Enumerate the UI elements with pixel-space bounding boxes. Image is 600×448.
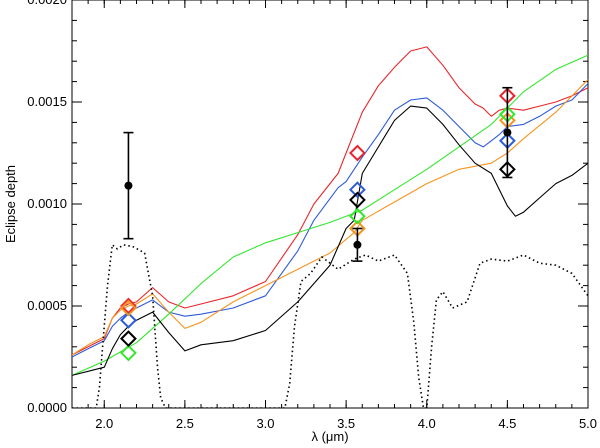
obs-point <box>353 240 362 249</box>
y-axis-ticks: 0.0000 0.0005 0.0010 0.0015 0.0020 <box>27 0 588 415</box>
band-marker-green-model <box>120 344 137 362</box>
y-tick-label: 0.0010 <box>27 196 67 211</box>
band-marker-black-model <box>348 191 366 209</box>
series-green-model <box>72 54 588 376</box>
obs-point <box>124 181 133 190</box>
y-axis-title: Eclipse depth <box>3 165 18 243</box>
band-marker-black-model <box>120 330 137 348</box>
x-tick-label: 4.5 <box>498 416 516 431</box>
band-marker-orange-model <box>120 299 137 317</box>
band-average-markers <box>120 87 516 362</box>
series-black-model <box>72 105 588 376</box>
series-filter-transmission <box>72 244 588 408</box>
y-tick-label: 0.0020 <box>27 0 67 7</box>
x-tick-label: 2.0 <box>95 416 113 431</box>
y-tick-label: 0.0005 <box>27 298 67 313</box>
obs-point <box>503 128 512 137</box>
band-marker-green-model <box>348 207 366 225</box>
band-marker-blue-model <box>120 311 137 329</box>
x-tick-label: 2.5 <box>176 416 194 431</box>
x-tick-label: 5.0 <box>579 416 597 431</box>
x-tick-label: 4.0 <box>418 416 436 431</box>
x-tick-label: 3.0 <box>256 416 274 431</box>
observations <box>123 86 513 262</box>
band-marker-red-model <box>348 144 366 162</box>
plot-frame <box>71 0 589 409</box>
x-tick-label: 3.5 <box>337 416 355 431</box>
series-orange-model <box>72 79 588 356</box>
band-marker-blue-model <box>348 181 366 199</box>
x-axis-ticks: 2.0 2.5 3.0 3.5 4.0 4.5 5.0 <box>71 0 597 431</box>
x-axis-title: λ (μm) <box>311 429 348 444</box>
y-tick-label: 0.0000 <box>27 400 67 415</box>
y-tick-label: 0.0015 <box>27 94 67 109</box>
